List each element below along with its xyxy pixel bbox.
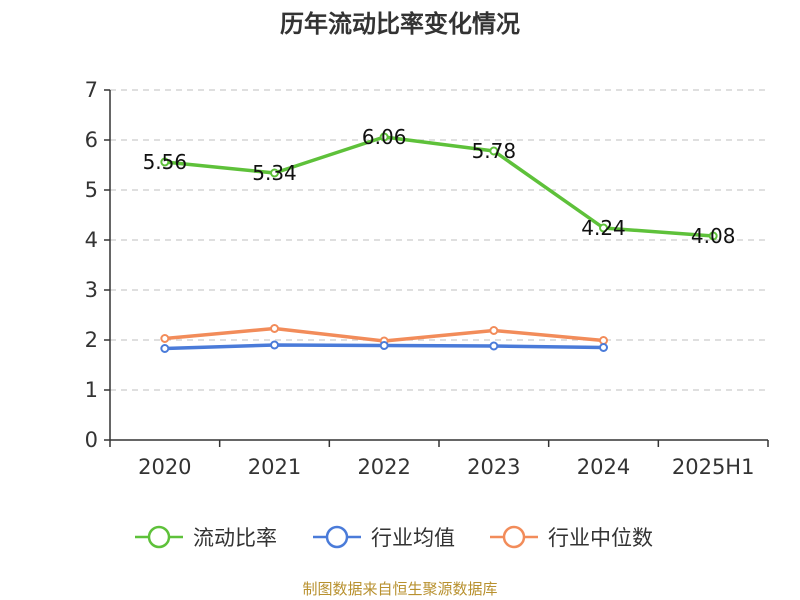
data-point: [270, 324, 279, 333]
series-line-0: [164, 135, 714, 238]
x-tick-label: 2023: [467, 455, 520, 479]
data-point: [599, 343, 608, 352]
x-tick-label: 2025H1: [672, 455, 755, 479]
y-tick-label: 3: [85, 278, 98, 302]
y-tick-label: 6: [85, 128, 98, 152]
data-point: [489, 341, 499, 351]
data-labels: 5.56 5.34 6.06 5.78 4.24 4.08: [143, 125, 736, 248]
legend-marker: [325, 525, 349, 549]
y-tick-label: 2: [85, 328, 98, 352]
data-point: [270, 168, 279, 178]
source-note: 制图数据来自恒生聚源数据库: [302, 580, 497, 598]
data-point: [708, 231, 718, 241]
data-label: 5.78: [472, 139, 517, 163]
data-point: [270, 340, 279, 350]
legend-item-2[interactable]: 行业中位数: [490, 525, 653, 550]
legend: 流动比率 行业均值 行业中位数: [135, 525, 653, 550]
legend-item-1[interactable]: 行业均值: [313, 525, 455, 550]
data-point: [160, 344, 170, 353]
chart-title: 历年流动比率变化情况: [280, 10, 520, 38]
data-point: [379, 341, 389, 350]
legend-marker: [502, 525, 526, 549]
data-point: [599, 223, 608, 233]
data-point: [489, 326, 499, 335]
data-point: [489, 146, 499, 156]
data-point: [160, 157, 170, 167]
data-point: [160, 334, 170, 343]
data-label: 5.56: [143, 150, 188, 174]
legend-label: 行业均值: [371, 526, 455, 550]
series-group: [160, 132, 718, 353]
legend-marker: [147, 525, 171, 549]
legend-label: 行业中位数: [548, 526, 653, 550]
data-label: 6.06: [362, 125, 407, 149]
x-tick-label: 2024: [577, 455, 630, 479]
x-tick-label: 2022: [357, 455, 410, 479]
axes: 0 1 2 3 4 5 6 7 2020 2021 2022 2023 2024 2025H1: [85, 78, 769, 479]
y-tick-label: 4: [85, 228, 98, 252]
x-tick-label: 2020: [138, 455, 191, 479]
data-label: 4.08: [691, 224, 736, 248]
legend-label: 流动比率: [193, 526, 277, 550]
data-point: [599, 336, 608, 345]
data-label: 5.34: [252, 161, 297, 185]
y-tick-label: 5: [85, 178, 98, 202]
legend-item-0[interactable]: 流动比率: [135, 525, 277, 550]
y-tick-label: 7: [85, 78, 98, 102]
data-label: 4.24: [581, 216, 626, 240]
y-tick-label: 1: [85, 378, 98, 402]
x-tick-label: 2021: [248, 455, 301, 479]
y-tick-label: 0: [85, 428, 98, 452]
data-point: [379, 132, 389, 142]
